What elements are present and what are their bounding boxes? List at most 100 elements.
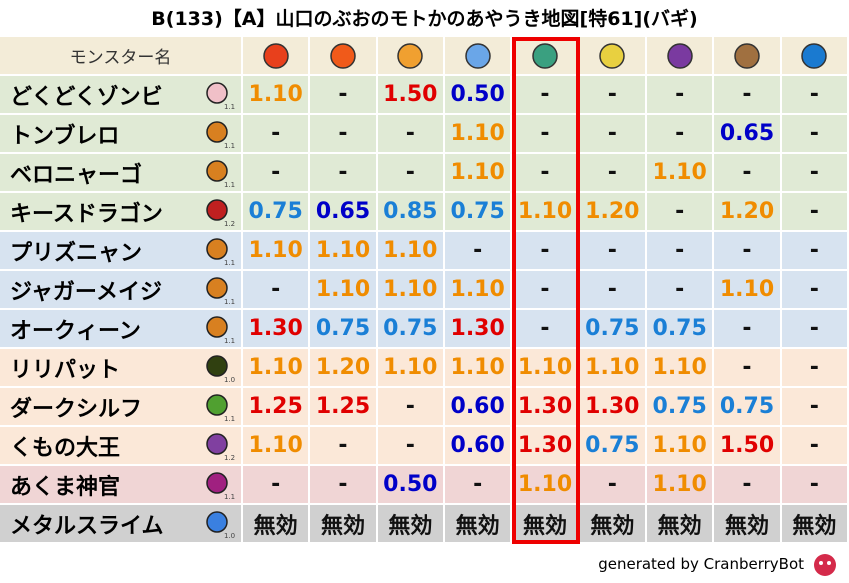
element-icon: [397, 42, 424, 69]
value-cell: 1.10: [377, 271, 445, 310]
monster-name: あくま神官: [0, 466, 243, 505]
value-cell: 1.30: [512, 427, 580, 466]
value-cell: 1.10: [243, 349, 311, 388]
value-cell: -: [647, 115, 715, 154]
element-icon: [599, 42, 626, 69]
value-cell: -: [243, 154, 311, 193]
value-cell: 0.50: [377, 466, 445, 505]
value-cell: -: [579, 154, 647, 193]
monster-name: ダークシルフ: [0, 388, 243, 427]
value-cell: 1.50: [714, 427, 782, 466]
value-cell: -: [781, 154, 849, 193]
value-cell: 1.30: [512, 388, 580, 427]
title: B(133)【A】山口のぶおのモトかのあやうき地図[特61](バギ): [151, 8, 698, 30]
value-cell: 0.65: [714, 115, 782, 154]
monster-icon: [206, 433, 228, 455]
monster-level: 1.2: [224, 454, 236, 462]
value-cell: 1.25: [243, 388, 311, 427]
value-cell: -: [647, 193, 715, 232]
value-cell: -: [243, 271, 311, 310]
monster-level: 1.1: [224, 259, 236, 267]
monster-level: 1.0: [224, 532, 236, 540]
element-icon: [330, 42, 356, 69]
value-cell: 0.60: [445, 427, 513, 466]
value-cell: -: [714, 466, 782, 505]
element-icon: [801, 42, 828, 69]
monster-name: ベロニャーゴ: [0, 154, 243, 193]
value-cell: -: [781, 466, 849, 505]
value-cell: -: [781, 427, 849, 466]
value-cell: 0.75: [310, 310, 378, 349]
value-cell: 無効: [377, 505, 445, 544]
value-cell: -: [781, 271, 849, 310]
value-cell: -: [714, 76, 782, 115]
value-cell: -: [243, 115, 311, 154]
value-cell: 0.75: [243, 193, 311, 232]
value-cell: 1.10: [647, 154, 715, 193]
value-cell: 1.20: [714, 193, 782, 232]
value-cell: 1.10: [243, 427, 311, 466]
value-cell: 0.75: [445, 193, 513, 232]
value-cell: 1.10: [445, 115, 513, 154]
monster-icon: [206, 394, 228, 416]
element-icon: [532, 42, 558, 69]
value-cell: -: [714, 232, 782, 271]
value-cell: -: [377, 427, 445, 466]
value-cell: 無効: [579, 505, 647, 544]
element-icon: [666, 42, 693, 69]
value-cell: -: [781, 349, 849, 388]
value-cell: -: [781, 232, 849, 271]
value-cell: -: [714, 310, 782, 349]
value-cell: 1.10: [647, 466, 715, 505]
value-cell: -: [377, 388, 445, 427]
value-cell: -: [579, 76, 647, 115]
monster-icon: [206, 160, 228, 182]
monster-level: 1.1: [224, 142, 236, 150]
value-cell: -: [647, 232, 715, 271]
monster-icon: [206, 82, 228, 104]
value-cell: 1.10: [377, 349, 445, 388]
value-cell: 0.60: [445, 388, 513, 427]
value-cell: 0.75: [714, 388, 782, 427]
value-cell: -: [310, 154, 378, 193]
value-cell: 1.10: [310, 232, 378, 271]
element-icon: [262, 42, 289, 69]
monster-name: ジャガーメイジ: [0, 271, 243, 310]
value-cell: -: [445, 232, 513, 271]
value-cell: 1.10: [512, 349, 580, 388]
monster-name: オークィーン: [0, 310, 243, 349]
monster-name: メタルスライム: [0, 505, 243, 544]
value-cell: 無効: [243, 505, 311, 544]
value-cell: 1.20: [579, 193, 647, 232]
element-icon-cell: [377, 37, 445, 76]
value-cell: -: [714, 349, 782, 388]
monster-level: 1.1: [224, 298, 236, 306]
monster-name: くもの大王: [0, 427, 243, 466]
value-cell: 1.30: [579, 388, 647, 427]
element-icon-cell: [781, 37, 849, 76]
value-cell: 1.30: [243, 310, 311, 349]
value-cell: 無効: [445, 505, 513, 544]
value-cell: 1.10: [243, 232, 311, 271]
value-cell: -: [579, 271, 647, 310]
footer: generated by CranberryBot: [598, 555, 804, 573]
element-icon-cell: [243, 37, 311, 76]
value-cell: 1.10: [445, 349, 513, 388]
monster-icon: [206, 472, 228, 494]
value-cell: 1.10: [647, 349, 715, 388]
value-cell: 0.75: [579, 310, 647, 349]
value-cell: -: [647, 76, 715, 115]
value-cell: 無効: [714, 505, 782, 544]
highlight-box: [512, 37, 580, 544]
value-cell: 1.10: [445, 271, 513, 310]
table: モンスター名 どくどくゾンビ 1.1 1.10-1.50 0.50- - - - - トンブレロ 1…: [0, 37, 849, 545]
value-cell: 1.20: [310, 349, 378, 388]
monster-name: リリパット: [0, 349, 243, 388]
element-icon-cell: [310, 37, 378, 76]
value-cell: 1.10: [243, 76, 311, 115]
bot-icon: [814, 554, 836, 576]
value-cell: 1.10: [714, 271, 782, 310]
monster-level: 1.0: [224, 376, 236, 384]
monster-level: 1.1: [224, 493, 236, 501]
